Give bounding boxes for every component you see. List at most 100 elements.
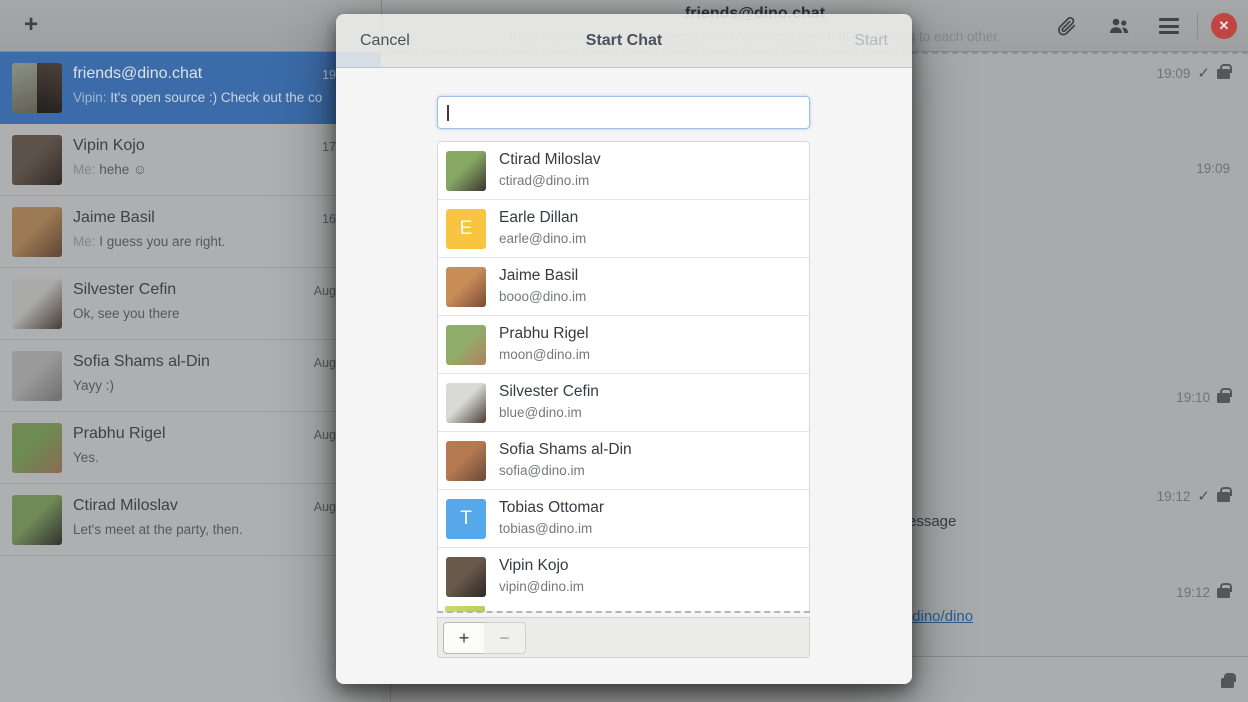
dialog-title: Start Chat [585, 32, 663, 49]
avatar-left-half [12, 63, 37, 113]
conversation-time: Aug [313, 284, 336, 298]
close-icon[interactable]: ✕ [1211, 13, 1237, 39]
contact-name: Earle Dillan [499, 209, 579, 226]
conversation-row[interactable]: Ctirad Miloslav Aug Let's meet at the part… [0, 484, 381, 556]
encryption-lock-icon [1217, 63, 1232, 79]
contact-name: Prabhu Rigel [499, 325, 589, 342]
header-divider [1197, 13, 1198, 39]
contact-avatar: T [446, 499, 486, 539]
encryption-lock-icon [1217, 387, 1232, 403]
message-time: 19:10 [1176, 390, 1210, 405]
conversation-row[interactable]: Silvester Cefin Aug Ok, see you there [0, 268, 381, 340]
conversation-name: friends@dino.chat [73, 65, 203, 82]
conversation-avatar [12, 423, 62, 473]
preview-sender-prefix: Me: [73, 234, 100, 249]
remove-contact-button[interactable]: − [484, 622, 526, 654]
search-input[interactable] [437, 96, 810, 129]
text-caret [447, 105, 449, 121]
conversation-row[interactable]: Vipin Kojo 17 Me: hehe ☺ [0, 124, 381, 196]
partial-contact-avatar [445, 606, 485, 612]
contact-list: Ctirad Miloslav ctirad@dino.im E Earle Dill… [437, 141, 810, 611]
message-marker: 19:10 [1176, 387, 1232, 405]
conversation-avatar [12, 351, 62, 401]
message-marker: 19:09 [1196, 161, 1230, 176]
conversation-preview: Yes. [73, 450, 99, 465]
contact-name: Vipin Kojo [499, 557, 569, 574]
encryption-lock-icon [1217, 486, 1232, 502]
preview-sender-prefix: Vipin: [73, 90, 111, 105]
conversation-time: Aug [313, 356, 336, 370]
encryption-lock-icon[interactable] [1221, 673, 1236, 688]
conversation-time: 16 [322, 212, 336, 226]
conversation-time: Aug [313, 428, 336, 442]
contact-avatar [446, 267, 486, 307]
conversation-time: Aug [313, 500, 336, 514]
contact-avatar [446, 151, 486, 191]
contact-avatar [446, 441, 486, 481]
conversation-avatar [12, 135, 62, 185]
conversation-row[interactable]: Prabhu Rigel Aug Yes. [0, 412, 381, 484]
contact-jid: moon@dino.im [499, 347, 590, 362]
contact-jid: vipin@dino.im [499, 579, 584, 594]
delivered-check-icon: ✓ [1197, 487, 1210, 505]
contact-row[interactable]: Prabhu Rigel moon@dino.im [438, 316, 809, 374]
contact-jid: sofia@dino.im [499, 463, 585, 478]
conversation-preview: Ok, see you there [73, 306, 180, 321]
occupants-icon[interactable] [1107, 14, 1131, 38]
contact-jid: ctirad@dino.im [499, 173, 590, 188]
list-cut-dashed-line [437, 611, 810, 613]
conversation-avatar [12, 279, 62, 329]
contact-row[interactable]: Jaime Basil booo@dino.im [438, 258, 809, 316]
contact-jid: booo@dino.im [499, 289, 587, 304]
dialog-body: Ctirad Miloslav ctirad@dino.im E Earle Dill… [336, 68, 912, 684]
attach-file-icon[interactable] [1054, 14, 1078, 38]
message-time: 19:09 [1156, 66, 1191, 81]
conversation-avatar [12, 495, 62, 545]
cancel-button[interactable]: Cancel [360, 32, 410, 49]
conversation-time: 19 [322, 68, 336, 82]
conversation-row[interactable]: friends@dino.chat 19 Vipin: It's open sour… [0, 52, 381, 124]
contact-row[interactable]: T Tobias Ottomar tobias@dino.im [438, 490, 809, 548]
message-time: 19:12 [1176, 585, 1210, 600]
contact-avatar [446, 325, 486, 365]
contact-jid: blue@dino.im [499, 405, 582, 420]
add-conversation-button[interactable]: + [23, 11, 38, 38]
contact-row[interactable]: Silvester Cefin blue@dino.im [438, 374, 809, 432]
conversation-preview: Vipin: It's open source :) Check out the… [73, 90, 323, 105]
message-text-fragment: essage [908, 513, 957, 530]
conversation-name: Vipin Kojo [73, 137, 145, 154]
message-time: 19:12 [1156, 489, 1191, 504]
conversation-time: 17 [322, 140, 336, 154]
start-chat-dialog: Ctirad Miloslav ctirad@dino.im E Earle Dill… [336, 14, 912, 684]
contact-avatar [446, 383, 486, 423]
conversation-row[interactable]: Sofia Shams al-Din Aug Yayy :) [0, 340, 381, 412]
conversation-name: Prabhu Rigel [73, 425, 166, 442]
message-time: 19:09 [1196, 161, 1230, 176]
preview-sender-prefix: Me: [73, 162, 100, 177]
message-marker: 19:09 ✓ [1156, 63, 1232, 82]
dialog-header: Cancel Start Chat Start [336, 14, 912, 68]
start-button[interactable]: Start [854, 32, 888, 49]
conversation-avatar [12, 207, 62, 257]
avatar-right-half [37, 63, 62, 113]
conversation-preview: Let's meet at the party, then. [73, 522, 243, 537]
conversation-preview: Me: hehe ☺ [73, 162, 147, 177]
conversation-row[interactable]: Jaime Basil 16 Me: I guess you are right. [0, 196, 381, 268]
conversation-list: friends@dino.chat 19 Vipin: It's open sour… [0, 52, 381, 702]
message-marker: 19:12 [1176, 582, 1232, 600]
message-marker: 19:12 ✓ [1156, 486, 1232, 505]
contact-jid: earle@dino.im [499, 231, 587, 246]
conversation-preview: Yayy :) [73, 378, 115, 393]
hamburger-menu-icon[interactable] [1159, 14, 1183, 38]
contact-name: Tobias Ottomar [499, 499, 605, 516]
add-contact-button[interactable]: + [443, 622, 485, 654]
contact-avatar [446, 557, 486, 597]
message-link[interactable]: /dino/dino [908, 608, 974, 625]
delivered-check-icon: ✓ [1197, 64, 1210, 82]
contact-row[interactable]: Vipin Kojo vipin@dino.im [438, 548, 809, 606]
contact-row[interactable]: Sofia Shams al-Din sofia@dino.im [438, 432, 809, 490]
contact-name: Ctirad Miloslav [499, 151, 601, 168]
conversation-avatar [12, 63, 62, 113]
contact-row[interactable]: Ctirad Miloslav ctirad@dino.im [438, 142, 809, 200]
contact-row[interactable]: E Earle Dillan earle@dino.im [438, 200, 809, 258]
